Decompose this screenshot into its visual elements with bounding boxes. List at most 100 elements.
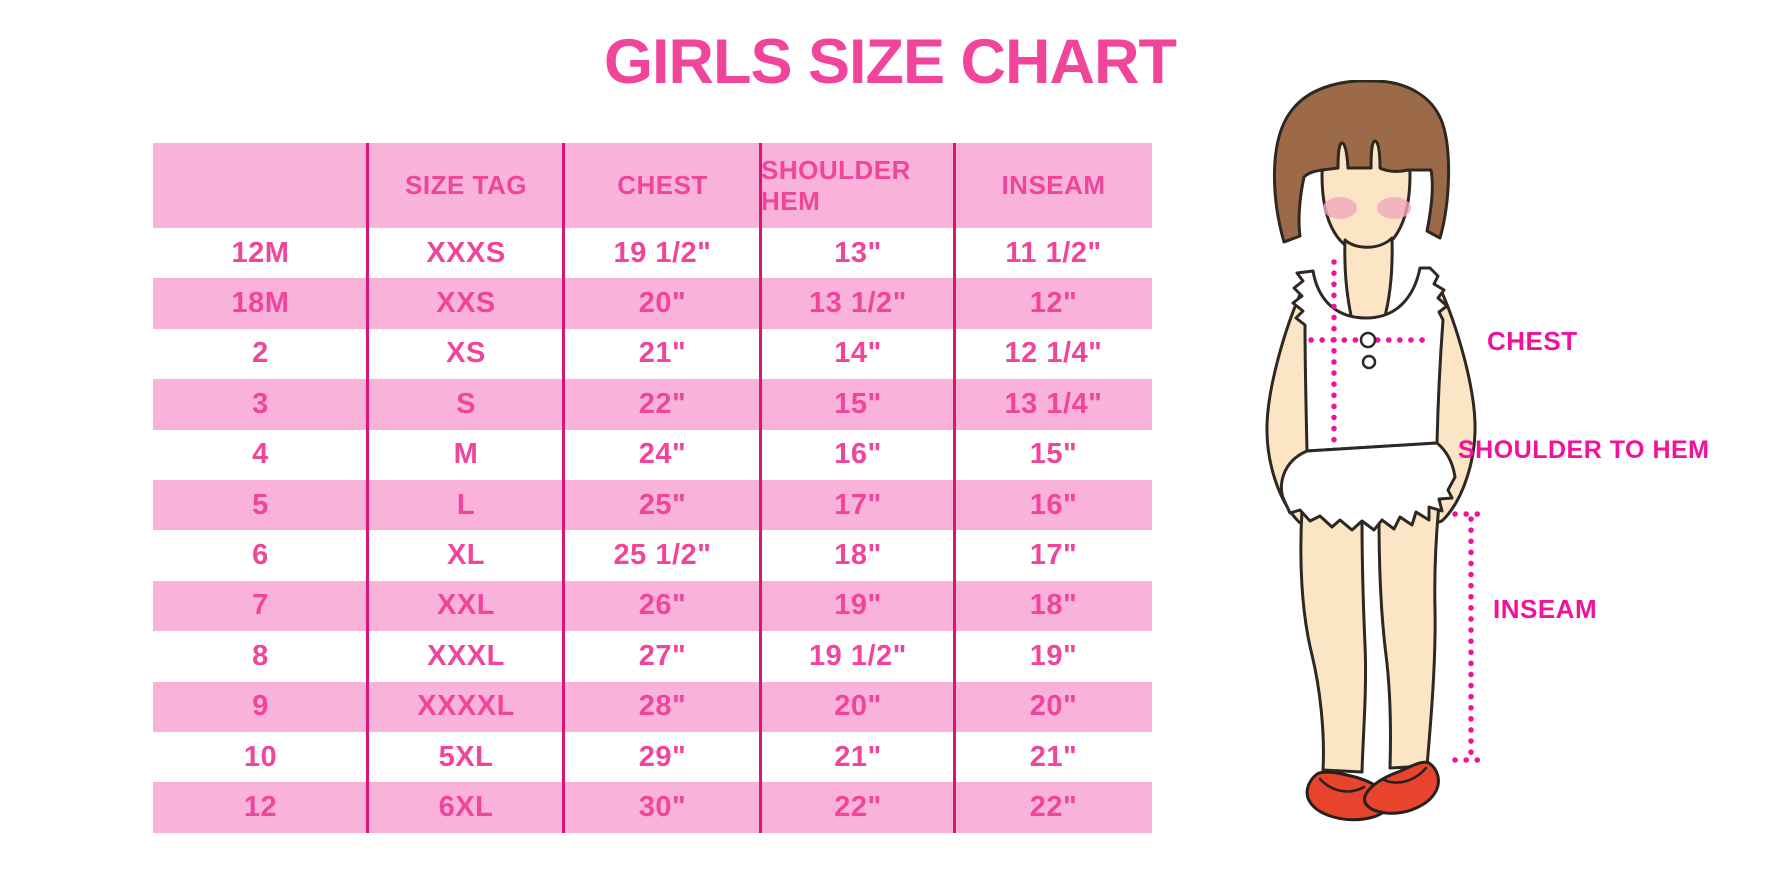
table-cell: 20" (638, 287, 687, 320)
girl-illustration (1265, 80, 1487, 822)
table-cell: 12 (243, 790, 278, 823)
column-header: SHOULDER HEM (761, 154, 911, 216)
table-row: 12M XXXS 19 1/2" 13" 11 1/2" (153, 228, 1152, 279)
table-cell: XXL (437, 589, 495, 622)
table-cell: 20" (1029, 690, 1078, 723)
table-cell: 15" (1029, 438, 1078, 471)
shoulder-to-hem-label: SHOULDER TO HEM (1458, 436, 1710, 464)
table-cell: 28" (638, 690, 687, 723)
table-cell: XXXS (426, 236, 506, 269)
table-cell: 12" (1029, 287, 1078, 320)
girl-shoe-right (1363, 760, 1440, 815)
table-cell: 16" (834, 438, 882, 471)
table-cell: 20" (834, 690, 882, 723)
table-row: 2 XS 21" 14" 12 1/4" (153, 328, 1152, 380)
girl-skirt (1279, 441, 1457, 532)
table-row: 8 XXXL 27" 19 1/2" 19" (153, 631, 1152, 682)
table-cell: 7 (252, 589, 269, 622)
table-cell: 12M (231, 236, 290, 269)
table-cell: 21" (834, 740, 882, 773)
table-cell: XXS (436, 287, 496, 320)
header-row: SIZE TAG CHEST SHOULDER HEM INSEAM (153, 143, 1152, 228)
column-header: INSEAM (1001, 170, 1106, 200)
table-cell: 22" (834, 790, 882, 823)
table-row: 4 M 24" 16" 15" (153, 429, 1152, 480)
table-body: 12M XXXS 19 1/2" 13" 11 1/2" 18M XXS 20" 13 1/2"… (153, 228, 1152, 833)
table-cell: 22" (638, 387, 687, 420)
column-divider (366, 143, 369, 833)
table-row: 9 XXXXL 28" 20" 20" (153, 681, 1152, 732)
table-cell: 5XL (438, 740, 494, 773)
table-cell: 3 (252, 387, 269, 420)
table-cell: 16" (1029, 488, 1078, 521)
table-cell: XS (446, 337, 486, 370)
table-cell: 19 1/2" (613, 236, 712, 269)
table-cell: 21" (1029, 740, 1078, 773)
table-cell: 30" (638, 790, 687, 823)
table-row: 12 6XL 30" 22" 22" (153, 782, 1152, 833)
girl-blush-left (1323, 197, 1357, 219)
table-cell: XXXL (427, 639, 505, 672)
column-header: SIZE TAG (405, 170, 527, 200)
table-cell: 25" (638, 488, 687, 521)
table-cell: 13" (834, 236, 882, 269)
table-cell: 24" (638, 438, 687, 471)
table-row: 10 5XL 29" 21" 21" (153, 731, 1152, 783)
table-cell: XXXXL (417, 690, 515, 723)
table-cell: XL (446, 539, 486, 572)
top-button (1359, 331, 1377, 349)
table-cell: 9 (252, 690, 269, 723)
table-cell: 6XL (438, 790, 494, 823)
table-cell: 18M (231, 287, 290, 320)
table-row: 6 XL 25 1/2" 18" 17" (153, 530, 1152, 581)
inseam-label: INSEAM (1493, 594, 1598, 624)
girl-shoe-right-strap (1382, 766, 1428, 784)
table-row: 18M XXS 20" 13 1/2" 12" (153, 278, 1152, 329)
column-divider (562, 143, 565, 833)
table-row: 3 S 22" 15" 13 1/4" (153, 379, 1152, 430)
table-cell: 19 1/2" (809, 639, 907, 672)
table-cell: 25 1/2" (613, 539, 712, 572)
table-cell: 27" (638, 639, 687, 672)
size-chart-table: SIZE TAG CHEST SHOULDER HEM INSEAM 12M XXXS 1… (153, 143, 1152, 833)
column-divider (953, 143, 956, 833)
table-cell: 4 (252, 438, 269, 471)
table-row: 7 XXL 26" 19" 18" (153, 580, 1152, 632)
table-cell: 19" (1029, 639, 1078, 672)
table-cell: 22" (1029, 790, 1078, 823)
table-cell: 12 1/4" (1004, 337, 1103, 370)
column-divider (759, 143, 762, 833)
table-cell: L (456, 488, 476, 521)
table-cell: 26" (638, 589, 687, 622)
column-header: CHEST (617, 170, 708, 200)
table-cell: 5 (252, 488, 269, 521)
table-cell: 13 1/4" (1004, 387, 1103, 420)
table-cell: 17" (834, 488, 882, 521)
chest-label: CHEST (1487, 326, 1578, 356)
girl-neck (1343, 236, 1394, 322)
table-cell: 11 1/2" (1005, 236, 1102, 269)
table-cell: 15" (834, 387, 882, 420)
table-cell: 8 (252, 639, 269, 672)
table-row: 5 L 25" 17" 16" (153, 479, 1152, 531)
table-cell: 13 1/2" (809, 287, 907, 320)
table-cell: 18" (1029, 589, 1078, 622)
page-title: GIRLS SIZE CHART (603, 27, 1177, 97)
table-cell: 29" (638, 740, 687, 773)
table-cell: 18" (834, 539, 882, 572)
table-cell: 10 (243, 740, 278, 773)
bottom-button (1361, 354, 1377, 370)
column-header (153, 143, 368, 228)
table-cell: M (453, 438, 479, 471)
table-cell: 21" (638, 337, 687, 370)
girl-hair (1273, 80, 1451, 244)
table-cell: 17" (1029, 539, 1078, 572)
girl-shoe-left-strap (1318, 777, 1366, 793)
table-cell: S (456, 387, 476, 420)
table-cell: 14" (834, 337, 882, 370)
table-cell: 19" (834, 589, 882, 622)
girl-leg-left (1299, 493, 1368, 774)
girl-blush-right (1377, 197, 1411, 219)
girl-leg-right (1377, 483, 1443, 770)
